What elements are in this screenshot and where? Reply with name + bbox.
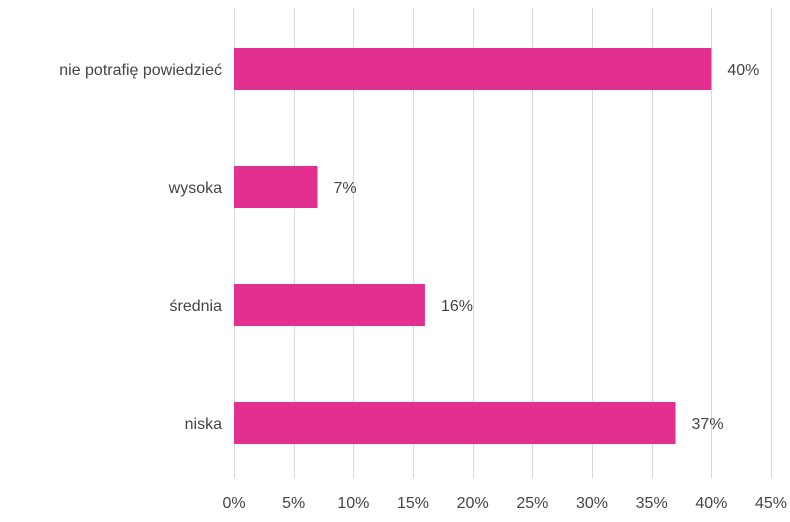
x-tick-label: 15% [397,495,429,512]
category-label: niska [185,416,222,433]
data-label: 16% [441,298,473,315]
x-tick-label: 35% [636,495,668,512]
x-tick-label: 10% [337,495,369,512]
bar [234,284,425,326]
data-labels: 40% 7% 16% 37% [334,62,760,433]
x-tick-label: 5% [282,495,305,512]
bar [234,402,676,444]
x-tick-label: 25% [516,495,548,512]
x-tick-label: 0% [222,495,245,512]
data-label: 7% [334,180,357,197]
data-label: 37% [692,416,724,433]
category-label: nie potrafię powiedzieć [59,62,222,79]
x-tick-label: 40% [695,495,727,512]
data-label: 40% [727,62,759,79]
category-label: średnia [170,298,223,315]
bar [234,166,318,208]
x-tick-label: 45% [755,495,787,512]
x-tick-label: 30% [576,495,608,512]
bars [234,48,712,444]
x-tick-label: 20% [457,495,489,512]
category-labels: nie potrafię powiedzieć wysoka średnia nisk… [59,62,222,433]
category-label: wysoka [168,180,222,197]
bar [234,48,712,90]
x-axis-ticks: 0% 5% 10% 15% 20% 25% 30% 35% 40% 45% [222,495,787,512]
